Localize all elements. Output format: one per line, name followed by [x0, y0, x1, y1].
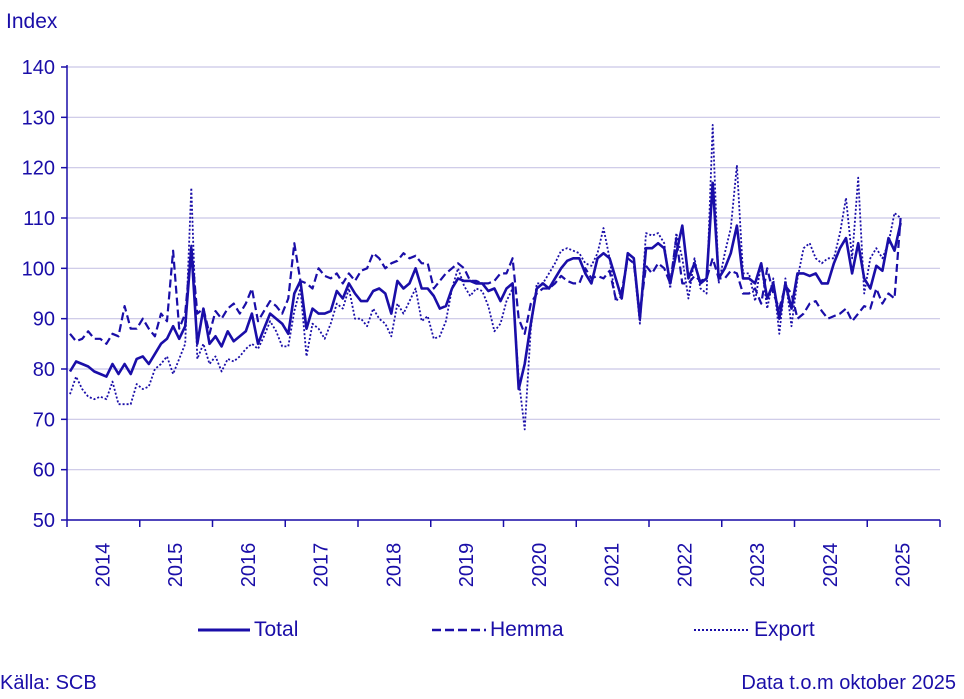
y-tick-label-70: 70 — [33, 409, 55, 431]
y-tick-label-130: 130 — [22, 107, 55, 129]
y-tick-label-100: 100 — [22, 258, 55, 280]
series-line-hemma — [69, 217, 902, 345]
x-tick-label-2014: 2014 — [92, 543, 114, 588]
x-tick-label-2025: 2025 — [893, 543, 915, 588]
y-tick-label-60: 60 — [33, 460, 55, 482]
y-axis-label: Index — [6, 10, 58, 33]
y-tick-label-80: 80 — [33, 359, 55, 381]
legend-total: Total — [198, 618, 298, 642]
legend-hemma-label: Hemma — [490, 618, 564, 641]
legend-total-swatch — [198, 628, 250, 632]
source-note: Källa: SCB — [0, 672, 97, 694]
x-tick-label-2018: 2018 — [383, 543, 405, 588]
legend-export-label: Export — [754, 618, 815, 641]
legend-export-swatch — [694, 629, 748, 631]
x-tick-label-2024: 2024 — [820, 543, 842, 588]
x-tick-label-2022: 2022 — [674, 543, 696, 588]
y-tick-label-120: 120 — [22, 158, 55, 180]
x-tick-label-2015: 2015 — [165, 543, 187, 588]
x-tick-label-2020: 2020 — [529, 543, 551, 588]
series-line-total — [68, 181, 902, 391]
x-tick-label-2023: 2023 — [747, 543, 769, 588]
y-tick-label-140: 140 — [22, 57, 55, 79]
legend-hemma-swatch — [432, 628, 486, 632]
legend-hemma: Hemma — [432, 618, 564, 642]
x-tick-label-2021: 2021 — [602, 543, 624, 588]
data-date-note: Data t.o.m oktober 2025 — [741, 672, 956, 694]
y-tick-label-90: 90 — [33, 309, 55, 331]
legend-export: Export — [694, 618, 815, 642]
x-tick-label-2017: 2017 — [311, 543, 333, 588]
legend-total-label: Total — [254, 618, 299, 641]
y-tick-label-50: 50 — [33, 510, 55, 532]
y-tick-label-110: 110 — [23, 208, 55, 230]
x-tick-label-2019: 2019 — [456, 543, 478, 588]
x-tick-label-2016: 2016 — [238, 543, 260, 588]
